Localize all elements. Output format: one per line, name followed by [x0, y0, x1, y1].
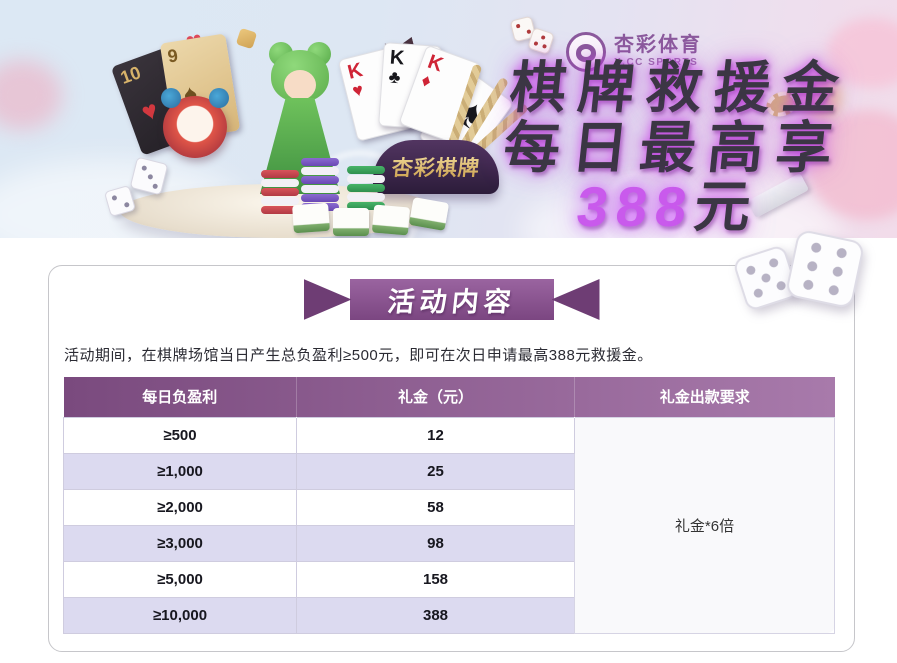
header-daily-loss: 每日负盈利 [63, 377, 297, 417]
bonus-cell: 388 [296, 596, 575, 634]
bonus-cell: 98 [296, 524, 575, 562]
lion-dance-panda [161, 88, 229, 158]
activity-card: 活动内容 活动期间，在棋牌场馆当日产生总负盈利≥500元，即可在次日申请最高38… [48, 231, 863, 652]
pink-flower [827, 18, 897, 88]
banner-amount: 388 [573, 175, 698, 238]
loss-cell: ≥10,000 [63, 596, 297, 634]
loss-cell: ≥5,000 [63, 560, 297, 598]
stage-sign: 杏彩棋牌 [373, 140, 499, 194]
bonus-table: 每日负盈利 礼金（元） 礼金出款要求 ≥500 12 礼金*6倍 ≥1,000 … [63, 377, 835, 634]
header-bonus: 礼金（元） [296, 377, 575, 417]
pink-flower [807, 110, 897, 220]
mahjong-tile [408, 197, 450, 231]
loss-cell: ≥1,000 [63, 452, 297, 490]
table-row: ≥5,000 158 [63, 560, 835, 598]
section-title: 活动内容 [385, 287, 517, 317]
flower-blob [0, 60, 62, 130]
bonus-cell: 25 [296, 452, 575, 490]
promo-banner: ♥ 10 ♥ 9 ♠ ♠ K ♥ [0, 0, 897, 238]
bonus-cell: 12 [296, 416, 575, 454]
section-ribbon: 活动内容 [303, 279, 600, 320]
chip-stack [261, 170, 299, 214]
bonus-cell: 58 [296, 488, 575, 526]
site-logo: 杏彩体育 X.CC SPORTS [566, 32, 702, 72]
ribbon-end-icon [551, 279, 600, 320]
banner-title: 棋牌救援金 每日最高享 388元 [450, 56, 897, 238]
logo-panda-emblem-icon [566, 32, 606, 72]
diamond-suit-icon: ♦ [418, 69, 435, 92]
character-face [284, 70, 316, 100]
logo-subtitle: X.CC SPORTS [614, 57, 699, 69]
banner-title-line1: 棋牌救援金 [506, 56, 854, 119]
die-icon [527, 27, 555, 55]
logo-name: 杏彩体育 [614, 34, 702, 57]
loss-cell: ≥500 [63, 416, 297, 454]
table-row: ≥500 12 礼金*6倍 [63, 416, 835, 634]
mahjong-tile [371, 204, 411, 236]
ribbon-end-icon [303, 279, 352, 320]
table-row: ≥10,000 388 [63, 596, 835, 634]
requirement-cell: 礼金*6倍 [574, 416, 835, 634]
banner-title-line3: 388元 [450, 175, 886, 238]
bonus-cell: 158 [296, 560, 575, 598]
table-header-row: 每日负盈利 礼金（元） 礼金出款要求 [63, 377, 835, 417]
header-withdraw-requirement: 礼金出款要求 [659, 389, 750, 407]
mahjong-tile [292, 202, 330, 234]
banner-amount-unit: 元 [691, 175, 762, 238]
mahjong-tile [333, 208, 369, 236]
table-row: ≥2,000 58 [63, 488, 835, 526]
banner-title-line2: 每日最高享 [500, 116, 848, 179]
die-icon [129, 156, 169, 196]
activity-description: 活动期间，在棋牌场馆当日产生总负盈利≥500元，即可在次日申请最高388元救援金… [64, 347, 653, 364]
casino-illustration: 10 ♥ 9 ♠ ♠ K ♥ K ♣ K ♦ [55, 12, 530, 238]
chip-stack [347, 166, 385, 210]
yellow-flower [802, 75, 842, 120]
loss-cell: ≥3,000 [63, 524, 297, 562]
table-row: ≥3,000 98 [63, 524, 835, 562]
loss-cell: ≥2,000 [63, 488, 297, 526]
